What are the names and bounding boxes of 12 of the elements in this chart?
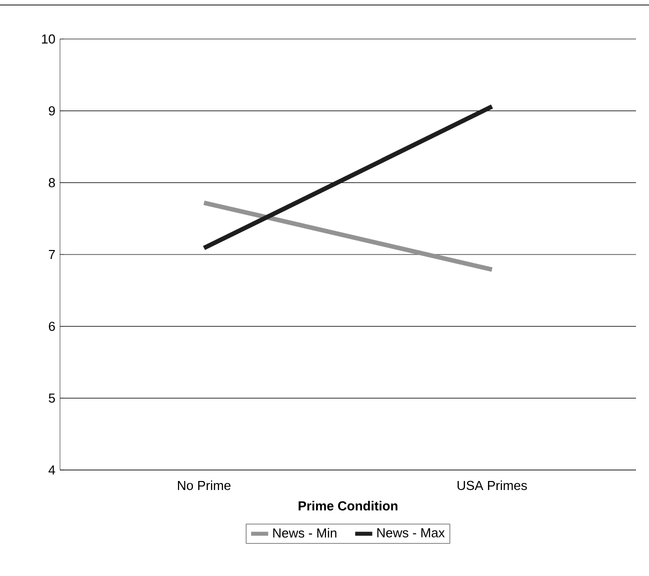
y-tick-label: 5	[48, 394, 55, 403]
y-tick-label: 9	[48, 106, 55, 116]
y-tick-label: 7	[48, 250, 55, 259]
x-tick-label: USA Primes	[458, 480, 527, 490]
x-axis-title: Prime Condition	[298, 500, 398, 510]
y-tick-label: 6	[48, 322, 55, 331]
legend-label: News - Min	[273, 528, 336, 538]
y-tick-label: 4	[48, 466, 56, 474]
y-tick-label: 8	[48, 178, 55, 188]
y-tick-label: 10	[42, 34, 55, 44]
x-tick-label: No Prime	[178, 480, 230, 490]
legend-label: News - Max	[377, 528, 445, 538]
